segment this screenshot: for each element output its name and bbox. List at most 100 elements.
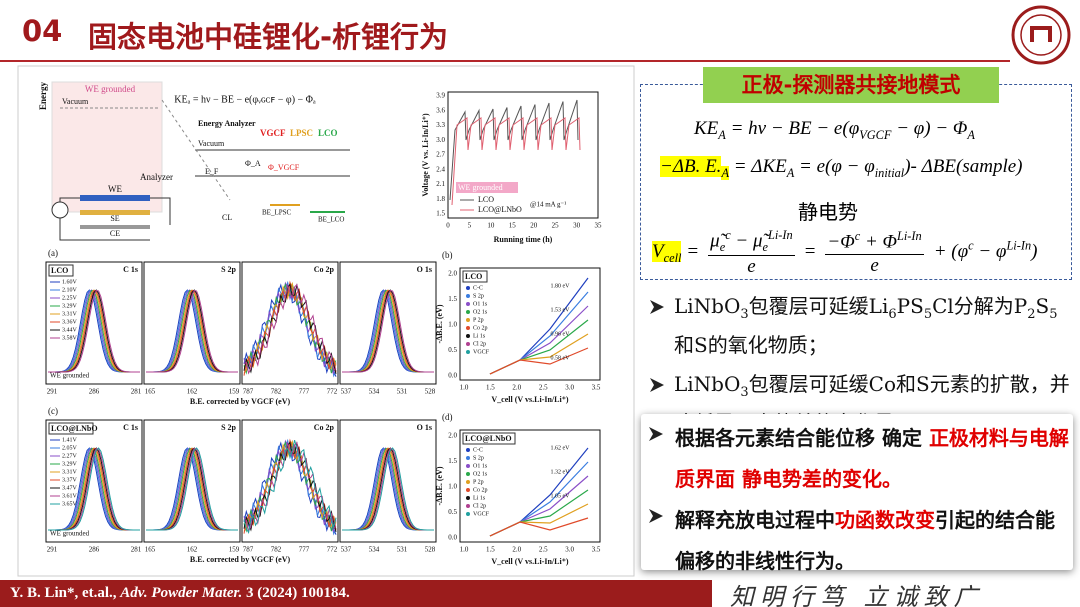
supscript: c [725, 228, 731, 242]
figure-label: V_cell (V vs.Li-In/Li⁺) [491, 557, 569, 566]
text-run: 根据各元素结合能位移 确定 [675, 426, 929, 450]
figure-label: 3.36V [62, 319, 78, 325]
figure-label: Φ_A [245, 159, 261, 168]
trend-frame [459, 429, 601, 543]
numerator: −Φc + ΦLi-In [825, 229, 924, 255]
text-run: 解释充放电过程中 [675, 508, 835, 532]
text-run: = ΔKE [728, 156, 787, 177]
static-label: 静电势 [798, 200, 858, 224]
electrode-ce [80, 225, 150, 229]
tick-label: 3.5 [592, 384, 601, 392]
tick-label: 1.5 [448, 457, 457, 465]
tick-label: 772 [327, 388, 338, 396]
supscript: Li-In [768, 228, 793, 242]
subscript: 5 [923, 307, 933, 322]
subscript: initial [874, 165, 905, 180]
figure-label: E_F [205, 167, 219, 176]
tick-label: 1.5 [486, 546, 495, 554]
spectrum-frame [241, 419, 339, 543]
spectrum-frame [45, 261, 143, 385]
footer-bar [0, 580, 712, 607]
tick-label: 1.0 [460, 384, 469, 392]
text-run: −Φ [827, 231, 855, 253]
figure-label: VGCF [473, 511, 490, 517]
tick-label: 3.0 [565, 384, 574, 392]
spectrum-frame [339, 419, 437, 543]
figure-label: LCO@LNbO [478, 205, 522, 214]
figure-label: Analyzer [140, 172, 173, 182]
figure-label: B.E. corrected by VGCF (eV) [190, 555, 291, 564]
spectrum-curve [243, 283, 337, 375]
figure-label: O 1s [417, 423, 432, 432]
figure-label: P 2p [473, 317, 484, 323]
text-run: )- ΔBE(sample) [904, 156, 1023, 177]
legend-dot [466, 480, 470, 484]
figure-label: Φ_VGCF [268, 163, 300, 172]
figure-label: SE [110, 214, 119, 223]
tick-label: 3.5 [592, 546, 601, 554]
tick-label: 0 [446, 222, 450, 230]
tick-label: 2.4 [436, 165, 445, 173]
voltage-curve [449, 99, 579, 201]
section-number: 04 [22, 14, 63, 48]
text-run: Y. B. Lin*, et.al., [10, 585, 121, 601]
tick-label: 777 [299, 546, 310, 554]
figure-label: 1.05 eV [551, 493, 571, 499]
spectrum-frame [45, 419, 143, 543]
figure-label: 3.61V [62, 493, 78, 499]
tick-label: 159 [229, 388, 240, 396]
spectrum-curve [342, 447, 434, 531]
bullet: LiNbO3包覆层可延缓Li6PS5Cl分解为P2S5和S的氧化物质； [648, 291, 1073, 361]
spectrum-curve [243, 281, 337, 374]
figure-label: Li 1s [473, 333, 486, 339]
text-run: 3 (2024) 100184. [242, 585, 350, 601]
tick-label: 35 [595, 222, 603, 230]
figure-label: (d) [442, 412, 453, 422]
figure-label: 2.10V [62, 287, 78, 293]
tick-label: 25 [552, 222, 560, 230]
subscript: 6 [888, 307, 897, 322]
legend-dot [466, 496, 470, 500]
bullet-arrow [650, 300, 664, 314]
tick-label: 2.5 [539, 546, 548, 554]
text-run: Cl分解为P [932, 294, 1028, 318]
figure-label: 0.58 eV [551, 355, 571, 361]
tick-label: 537 [341, 388, 352, 396]
figure-label: WE grounded [50, 530, 90, 538]
fraction: −Φc + ΦLi-In e [825, 229, 924, 276]
text-run: PS [896, 294, 924, 318]
tick-label: 162 [187, 388, 198, 396]
figure-label: Co 2p [473, 487, 488, 493]
figure-label: 3.29V [62, 461, 78, 467]
subscript: 3 [740, 385, 749, 400]
fraction: μ̃ec − μ̃eLi-In e [708, 228, 795, 278]
text-run: 正极材料与电解质界面 静电势差的变化。 [675, 426, 1069, 491]
tick-label: 291 [47, 388, 58, 396]
legend-dot [466, 310, 470, 314]
figure-label: C 1s [123, 423, 138, 432]
figure-label: (a) [48, 248, 58, 258]
spectrum-curve [48, 289, 140, 373]
spectrum-curve [243, 283, 337, 375]
tick-label: 1.5 [486, 384, 495, 392]
tick-label: 3.3 [436, 121, 445, 129]
tick-label: 1.0 [460, 546, 469, 554]
tick-label: 1.8 [436, 195, 445, 203]
equation-ke: KEA = hν − BE − e(φVGCF − φ) − ΦA [694, 118, 975, 143]
tick-label: 1.5 [448, 295, 457, 303]
figure-label: P 2p [473, 479, 484, 485]
highlight-box: 根据各元素结合能位移 确定 正极材料与电解质界面 静电势差的变化。解释充放电过程… [641, 414, 1073, 573]
tick-label: 3.0 [436, 136, 445, 144]
bullet-arrow [649, 427, 663, 441]
figure-label: 2.25V [62, 295, 78, 301]
denominator: e [870, 254, 879, 276]
text-run: ) [1031, 241, 1038, 263]
spectrum-frame [143, 419, 241, 543]
tick-label: 2.7 [436, 151, 445, 159]
tick-label: 10 [487, 222, 495, 230]
equals: = [687, 241, 699, 263]
figure-label: (b) [442, 250, 453, 260]
trend-curve [489, 517, 589, 537]
legend-dot [466, 286, 470, 290]
sample-box [48, 264, 74, 277]
